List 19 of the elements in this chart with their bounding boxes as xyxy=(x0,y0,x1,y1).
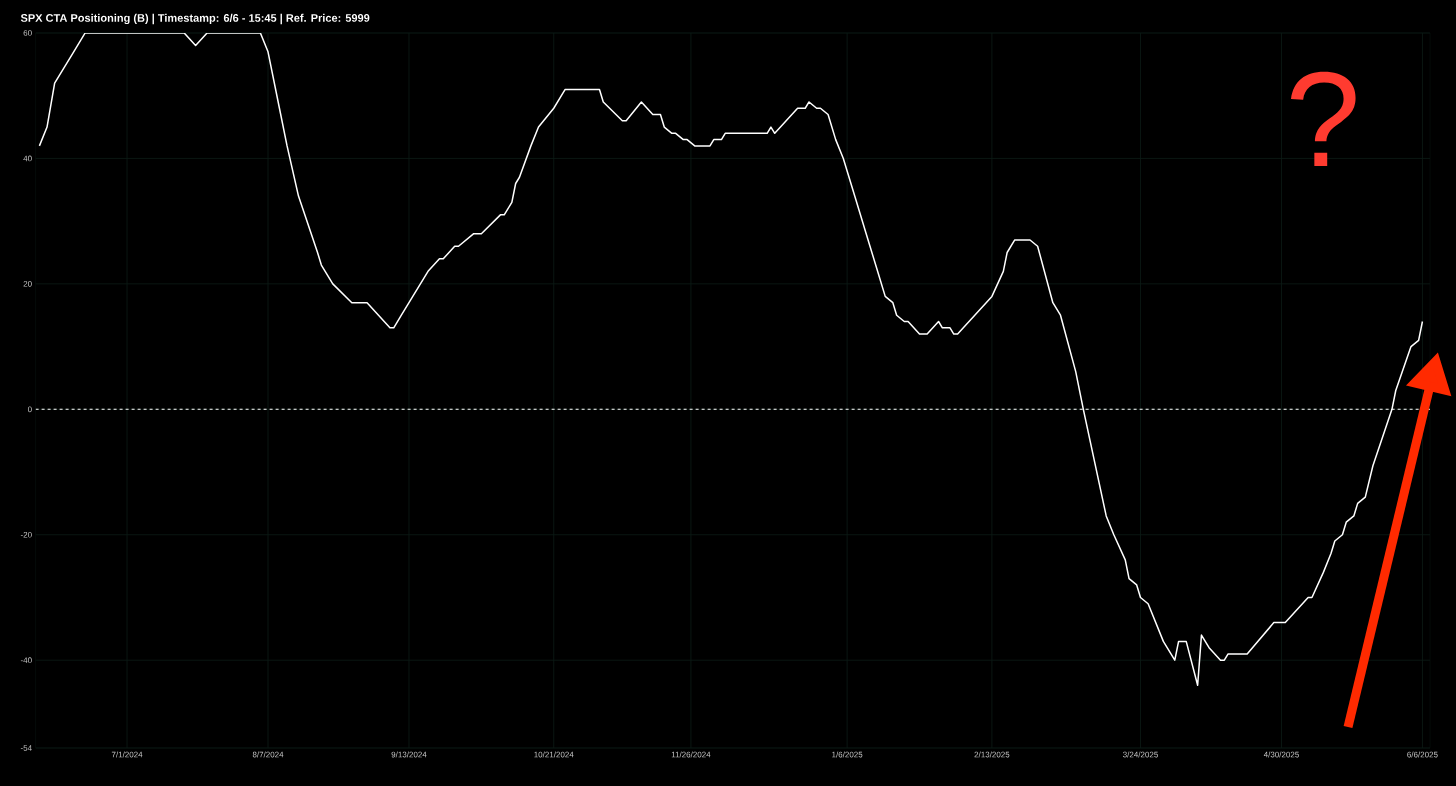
chart-title: SPX CTA Positioning (B) | Timestamp: 6/6 - 15:45 | Ref. Price: 5999 xyxy=(20,13,370,25)
y-tick-label: 40 xyxy=(23,155,32,162)
annotation: ? xyxy=(1291,71,1356,167)
y-tick-label: -20 xyxy=(20,531,32,538)
x-tick-label: 10/21/2024 xyxy=(534,751,574,758)
x-tick-label: 7/1/2024 xyxy=(111,751,143,758)
y-tick-label: 60 xyxy=(23,30,32,36)
x-tick-label: 3/24/2025 xyxy=(1123,751,1158,758)
x-tick-label: 9/13/2024 xyxy=(391,751,427,758)
x-tick-label: 4/30/2025 xyxy=(1263,751,1299,758)
x-tick-label: 11/26/2024 xyxy=(671,751,711,758)
y-tick-label: 0 xyxy=(27,406,32,413)
x-tick-label: 6/6/2025 xyxy=(1407,751,1438,758)
y-tick-label: 20 xyxy=(23,281,32,287)
y-tick-label: -40 xyxy=(20,657,32,664)
x-tick-label: 8/7/2024 xyxy=(252,751,284,758)
x-tick-label: 2/13/2025 xyxy=(974,751,1010,758)
x-tick-label: 1/6/2025 xyxy=(832,751,863,758)
y-tick-label: -54 xyxy=(20,745,32,751)
